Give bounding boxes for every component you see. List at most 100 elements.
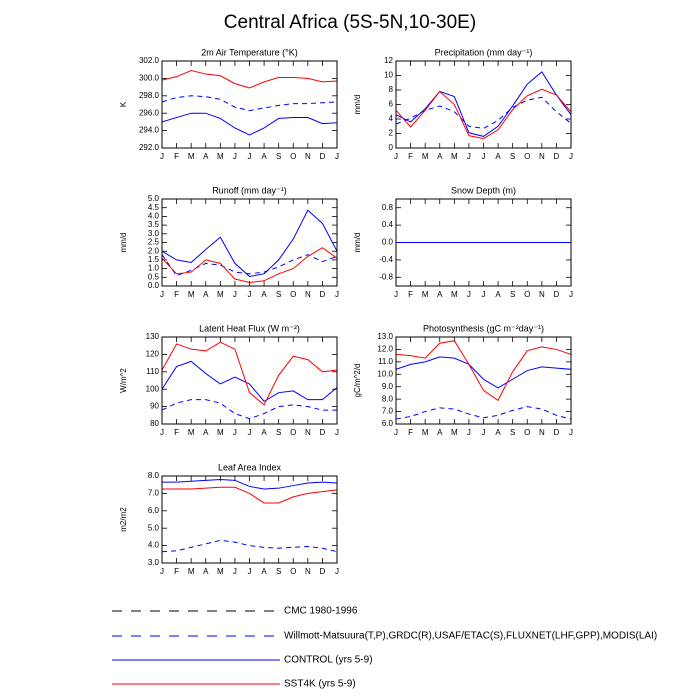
- y-tick-label: 90: [150, 402, 159, 411]
- x-tick-label: J: [394, 152, 398, 161]
- x-tick-label: J: [467, 152, 471, 161]
- series-line: [162, 539, 337, 553]
- y-tick-label: 300.0: [139, 74, 160, 83]
- x-tick-label: O: [290, 152, 296, 161]
- panel-title: Runoff (mm day⁻¹): [212, 185, 287, 195]
- y-axis-label: mm/d: [119, 233, 128, 253]
- panel-title: Snow Depth (m): [451, 185, 516, 195]
- x-tick-label: D: [554, 428, 560, 437]
- y-tick-label: 12.0: [377, 345, 393, 354]
- x-tick-label: A: [261, 428, 267, 437]
- x-tick-label: J: [467, 428, 471, 437]
- y-axis-label: mm/d: [353, 233, 362, 253]
- y-tick-label: 6.0: [148, 506, 160, 515]
- y-tick-label: 0: [389, 143, 394, 152]
- y-axis-label: W/m^2: [119, 368, 128, 393]
- y-tick-label: 3.5: [148, 220, 160, 229]
- y-tick-label: 13.0: [377, 332, 393, 341]
- series-line: [396, 340, 571, 402]
- x-tick-label: M: [188, 152, 195, 161]
- series-line: [396, 356, 571, 389]
- x-tick-label: J: [160, 567, 164, 576]
- plot-frame: [395, 60, 572, 149]
- x-tick-label: D: [554, 290, 560, 299]
- x-tick-label: F: [408, 152, 413, 161]
- x-tick-label: J: [233, 567, 237, 576]
- x-tick-label: J: [569, 428, 573, 437]
- panel-title: Photosynthesis (gC m⁻²day⁻¹): [423, 323, 544, 333]
- y-tick-label: 2.5: [148, 238, 160, 247]
- y-tick-label: 7.0: [148, 489, 160, 498]
- series-line: [162, 360, 337, 403]
- y-tick-label: 8.0: [382, 394, 394, 403]
- y-tick-label: 8: [389, 85, 394, 94]
- y-tick-label: 4: [389, 114, 394, 123]
- x-tick-label: O: [524, 428, 530, 437]
- x-tick-label: A: [495, 290, 501, 299]
- y-axis-label: K: [119, 101, 128, 107]
- x-tick-label: S: [276, 290, 281, 299]
- x-tick-label: M: [451, 152, 458, 161]
- x-tick-label: A: [261, 290, 267, 299]
- x-tick-label: O: [290, 428, 296, 437]
- y-tick-label: 80: [150, 419, 159, 428]
- legend-label: CONTROL (yrs 5-9): [284, 655, 373, 666]
- y-tick-label: 0.5: [148, 272, 160, 281]
- x-tick-label: M: [217, 152, 224, 161]
- x-tick-label: M: [217, 567, 224, 576]
- x-tick-label: A: [495, 428, 501, 437]
- x-tick-label: M: [422, 428, 429, 437]
- x-tick-label: J: [160, 428, 164, 437]
- x-tick-label: D: [320, 152, 326, 161]
- plot-frame: [161, 60, 338, 149]
- x-tick-label: M: [451, 428, 458, 437]
- y-tick-label: 2.0: [148, 246, 160, 255]
- x-tick-label: A: [203, 152, 209, 161]
- x-tick-label: A: [203, 290, 209, 299]
- x-tick-label: M: [451, 290, 458, 299]
- y-tick-label: 10.0: [377, 369, 393, 378]
- y-tick-label: -0.4: [379, 255, 393, 264]
- x-tick-label: F: [174, 567, 179, 576]
- y-tick-label: 7.0: [382, 407, 394, 416]
- x-tick-label: A: [437, 428, 443, 437]
- x-tick-label: A: [261, 152, 267, 161]
- x-tick-label: F: [174, 428, 179, 437]
- x-tick-label: J: [233, 152, 237, 161]
- x-tick-label: O: [524, 290, 530, 299]
- y-tick-label: 296.0: [139, 108, 160, 117]
- y-axis-label: mm/d: [353, 95, 362, 115]
- x-tick-label: J: [335, 428, 339, 437]
- y-tick-label: 3.0: [148, 229, 160, 238]
- x-tick-label: S: [276, 152, 281, 161]
- series-line: [162, 112, 337, 136]
- legend-label: SST4K (yrs 5-9): [284, 679, 356, 690]
- y-tick-label: 100: [146, 384, 160, 393]
- x-tick-label: J: [160, 290, 164, 299]
- series-line: [162, 486, 337, 504]
- x-tick-label: S: [276, 428, 281, 437]
- x-tick-label: A: [495, 152, 501, 161]
- x-tick-label: O: [290, 567, 296, 576]
- x-tick-label: J: [467, 290, 471, 299]
- x-tick-label: F: [174, 290, 179, 299]
- y-tick-label: 0.4: [382, 220, 394, 229]
- x-tick-label: N: [305, 290, 311, 299]
- series-line: [162, 399, 337, 420]
- x-tick-label: N: [305, 567, 311, 576]
- x-tick-label: A: [203, 428, 209, 437]
- series-line: [162, 95, 337, 112]
- y-tick-label: 0.0: [382, 238, 394, 247]
- x-tick-label: N: [305, 152, 311, 161]
- x-tick-label: S: [510, 290, 515, 299]
- y-tick-label: 4.0: [148, 212, 160, 221]
- y-tick-label: 9.0: [382, 382, 394, 391]
- y-tick-label: 8.0: [148, 471, 160, 480]
- x-tick-label: J: [569, 290, 573, 299]
- y-tick-label: 4.5: [148, 203, 160, 212]
- x-tick-label: F: [408, 290, 413, 299]
- legend-label: Willmott-Matsuura(T,P),GRDC(R),USAF/ETAC…: [284, 631, 657, 642]
- y-tick-label: 6: [389, 100, 394, 109]
